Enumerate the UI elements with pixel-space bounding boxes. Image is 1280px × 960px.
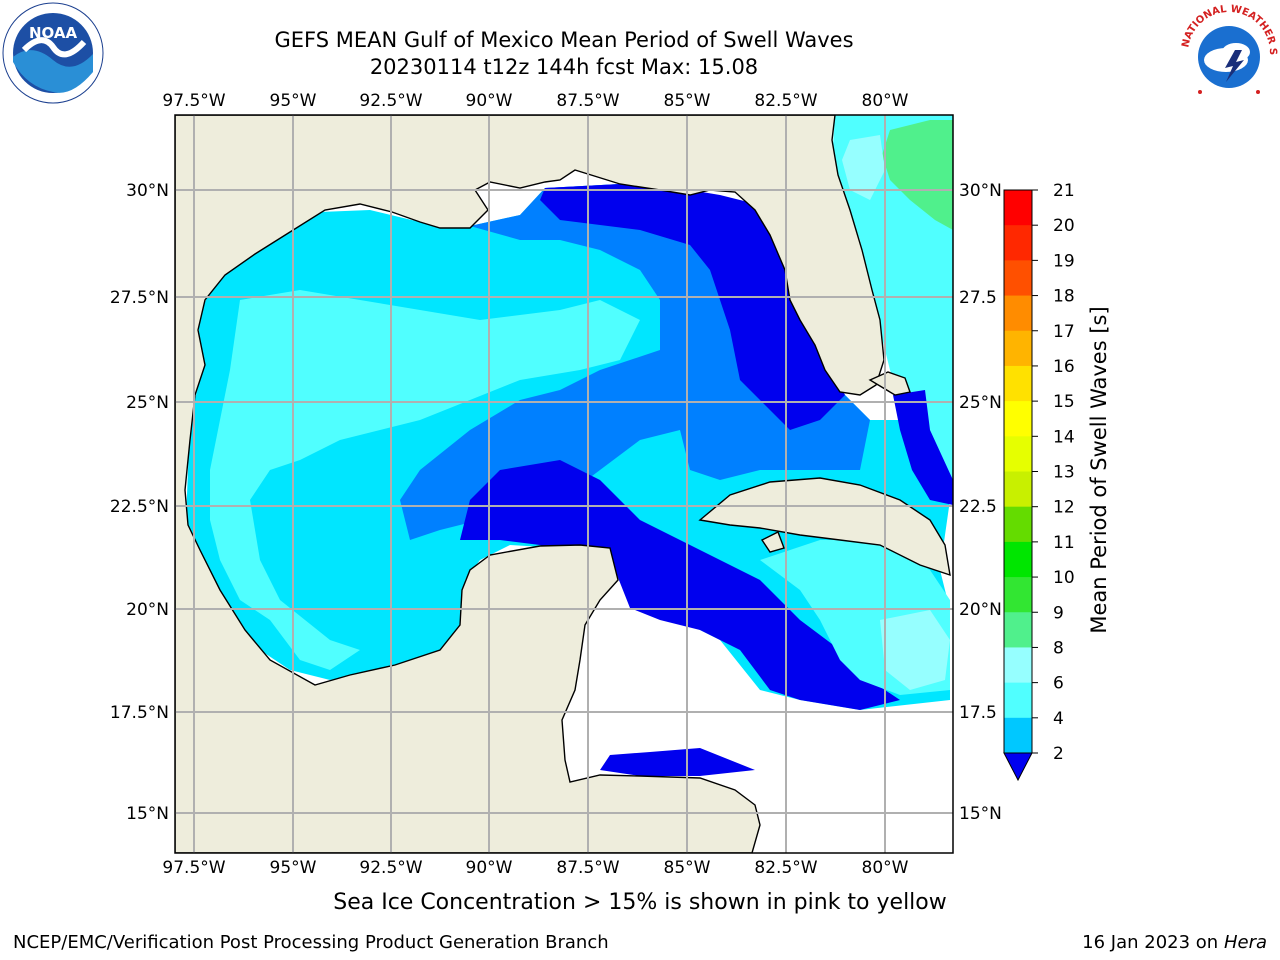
lat-label-left: 15°N (126, 804, 169, 824)
atlantic-field-period-8-9s (842, 135, 885, 200)
land-cuba (698, 477, 951, 577)
lat-label-left: 22.5°N (110, 497, 169, 517)
colorbar-segment (1004, 471, 1032, 508)
colorbar-segment (1004, 365, 1032, 402)
yucatan-channel-field-under-2s (460, 460, 900, 710)
colorbar-segment (1004, 506, 1032, 543)
colorbar-under-extend (1003, 752, 1033, 782)
colorbar-label: Mean Period of Swell Waves [s] (1087, 306, 1111, 633)
lon-label-bottom: 85°W (664, 858, 711, 878)
colorbar-tick-label: 11 (1053, 533, 1075, 553)
land-isla-de-la-juventud (760, 531, 785, 553)
colorbar-tick-label: 6 (1053, 674, 1064, 694)
noaa-logo: NOAA (2, 2, 104, 104)
lat-label-left: 20°N (126, 600, 169, 620)
lon-label-bottom: 95°W (270, 858, 317, 878)
atlantic-field-period-9-10s (882, 120, 953, 230)
colorbar-segment (1004, 682, 1032, 719)
land-layer (175, 115, 951, 853)
colorbar-segment (1004, 612, 1032, 648)
lat-label-right: 17.5 (959, 703, 997, 723)
lat-label-right: 25°N (959, 393, 1002, 413)
colorbar-segment (1004, 436, 1032, 472)
lon-label-top: 95°W (270, 91, 317, 111)
caribbean-field-period-8-9s (880, 610, 950, 690)
colorbar-segment (1004, 401, 1032, 437)
colorbar-tick-label: 13 (1053, 463, 1075, 483)
colorbar-tick-label: 8 (1053, 638, 1064, 658)
gulf-field-period-under-2s (540, 184, 845, 430)
lat-label-left: 30°N (126, 181, 169, 201)
colorbar-tick-label: 2 (1053, 744, 1064, 764)
noaa-logo-text: NOAA (29, 24, 78, 42)
footer-date-text: 16 Jan 2023 on (1082, 932, 1219, 953)
bahamas-field-under-2s (893, 390, 953, 505)
lon-label-bottom: 97.5°W (162, 858, 225, 878)
colorbar-segment (1004, 717, 1032, 754)
colorbar-tick-label: 9 (1053, 603, 1064, 623)
graticule (175, 115, 953, 853)
lat-label-right: 30°N (959, 181, 1002, 201)
colorbar-segment (1004, 541, 1032, 578)
lat-label-left: 17.5°N (110, 703, 169, 723)
lon-label-bottom: 90°W (466, 858, 513, 878)
colorbar-segment (1004, 260, 1032, 297)
lon-label-top: 85°W (664, 91, 711, 111)
lon-label-bottom: 82.5°W (754, 858, 817, 878)
colorbar-tick-label: 17 (1053, 322, 1075, 342)
colorbar-segment (1004, 295, 1032, 332)
lon-label-top: 82.5°W (754, 91, 817, 111)
lat-label-right: 22.5 (959, 497, 997, 517)
colorbar-tick-label: 18 (1053, 287, 1075, 307)
footer-host: Hera (1223, 932, 1267, 953)
colorbar-tick-label: 14 (1053, 427, 1075, 447)
lon-label-top: 90°W (466, 91, 513, 111)
colorbar-segment (1004, 647, 1032, 684)
footer-date: 16 Jan 2023 on Hera (1082, 932, 1267, 953)
lon-label-bottom: 87.5°W (556, 858, 619, 878)
colorbar-segment (1004, 330, 1032, 367)
nws-logo: NATIONAL WEATHER SERVICE (1178, 2, 1278, 102)
colorbar-segment (1004, 190, 1032, 226)
lat-label-left: 25°N (126, 393, 169, 413)
colorbar-segment (1004, 225, 1032, 261)
lon-label-bottom: 80°W (862, 858, 909, 878)
land-north-america (175, 115, 885, 853)
colorbar-tick-label: 21 (1053, 181, 1075, 201)
lon-label-top: 80°W (862, 91, 909, 111)
lon-label-bottom: 92.5°W (359, 858, 422, 878)
colorbar-tick-label: 4 (1053, 709, 1064, 729)
colorbar-tick-label: 12 (1053, 498, 1075, 518)
colorbar-tick-label: 15 (1053, 392, 1075, 412)
chart-title: GEFS MEAN Gulf of Mexico Mean Period of … (274, 28, 854, 52)
lon-label-top: 92.5°W (359, 91, 422, 111)
footer-credit: NCEP/EMC/Verification Post Processing Pr… (13, 932, 609, 953)
lon-label-top: 87.5°W (556, 91, 619, 111)
honduras-coast-field-under-2s (600, 748, 755, 776)
lat-label-right: 20°N (959, 600, 1002, 620)
colorbar-tick-label: 20 (1053, 216, 1075, 236)
colorbar-tick-label: 19 (1053, 251, 1075, 271)
gulf-field-period-6-8s (210, 290, 640, 670)
lat-label-left: 27.5°N (110, 288, 169, 308)
lat-label-right: 27.5 (959, 288, 997, 308)
lat-label-right: 15°N (959, 804, 1002, 824)
colorbar-tick-label: 10 (1053, 568, 1075, 588)
colorbar-tick-label: 16 (1053, 357, 1075, 377)
colorbar-segment (1004, 577, 1032, 613)
map-area (175, 115, 953, 853)
lon-label-top: 97.5°W (162, 91, 225, 111)
map-frame (174, 114, 954, 854)
colorbar: 2 4 6 8 9 10 11 12 13 14 15 16 17 18 19 20 21 (1003, 181, 1075, 782)
chart-subtitle: 20230114 t12z 144h fcst Max: 15.08 (369, 55, 759, 79)
sea-ice-note: Sea Ice Concentration > 15% is shown in … (333, 890, 947, 915)
